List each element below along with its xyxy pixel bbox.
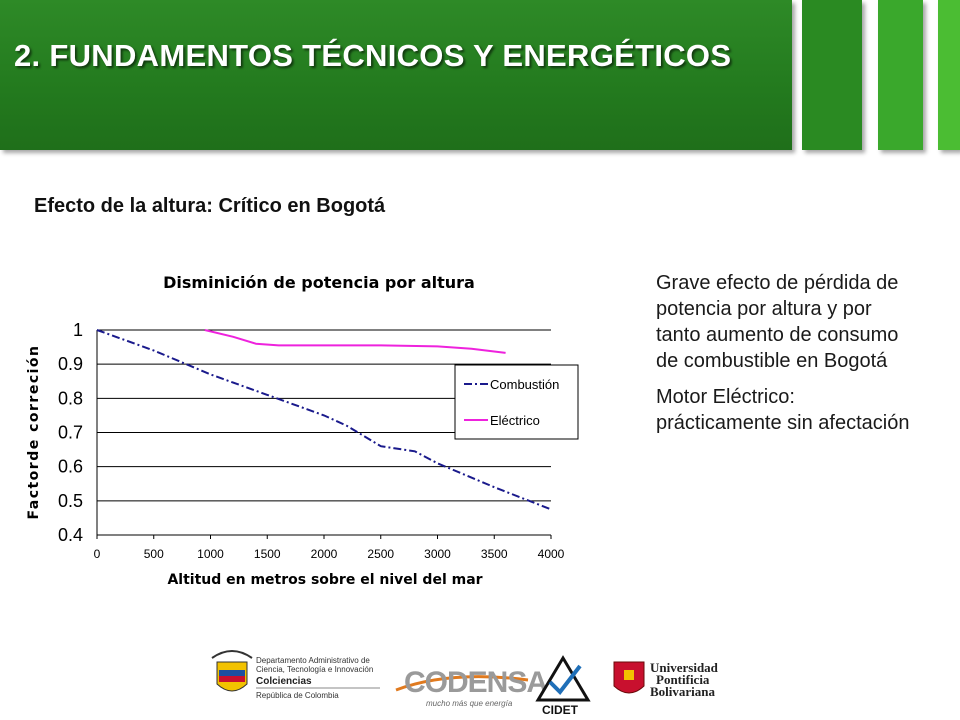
- colciencias-logo: Departamento Administrativo de Ciencia, …: [211, 650, 380, 700]
- upb-line-3: Bolivariana: [650, 684, 716, 699]
- header-stripe-2: [878, 0, 923, 150]
- bullet-list: Grave efecto de pérdida de potencia por …: [656, 270, 918, 446]
- colciencias-line-4: República de Colombia: [256, 691, 339, 700]
- legend-label-combustion: Combustión: [490, 377, 559, 392]
- slide-title: 2. FUNDAMENTOS TÉCNICOS Y ENERGÉTICOS: [14, 38, 732, 73]
- y-tick-label: 0.6: [58, 457, 83, 477]
- cidet-triangle-icon: [535, 655, 591, 702]
- codensa-tagline: mucho más que energía: [426, 699, 513, 708]
- x-tick-label: 4000: [538, 547, 565, 561]
- series-line-electric: [204, 329, 506, 354]
- checkmark-icon: [548, 664, 582, 696]
- colciencias-line-2: Ciencia, Tecnología e Innovación: [256, 665, 373, 674]
- y-tick-label: 0.7: [58, 423, 83, 443]
- header-stripe-1: [802, 0, 862, 150]
- series-line-combustion: [96, 329, 552, 511]
- upb-line-2: Pontificia: [656, 672, 710, 687]
- codensa-wordmark: CODENSA: [404, 666, 547, 699]
- x-tick-label: 2500: [367, 547, 394, 561]
- altitude-chart: Disminición de potencia por altura 0.4 0.…: [26, 273, 579, 588]
- y-tick-label: 0.9: [58, 354, 83, 374]
- legend-label-electric: Eléctrico: [490, 413, 540, 428]
- colciencias-line-3: Colciencias: [256, 676, 312, 687]
- cidet-logo: CIDET: [535, 655, 591, 717]
- y-tick-label: 1: [73, 320, 83, 340]
- chart-title: Disminición de potencia por altura: [163, 273, 475, 292]
- cidet-wordmark: CIDET: [542, 703, 579, 717]
- colciencias-line-1: Departamento Administrativo de: [256, 656, 370, 665]
- y-tick-label: 0.4: [58, 525, 83, 545]
- bullet-2: Motor Eléctrico: prácticamente sin afect…: [656, 386, 910, 434]
- bullet-1: Grave efecto de pérdida de potencia por …: [656, 272, 899, 372]
- legend-box: [454, 364, 579, 440]
- header-bar: [0, 0, 792, 150]
- y-tick-label: 0.8: [58, 388, 83, 408]
- y-axis-label: Factorde correción: [26, 345, 42, 520]
- y-tick-label: 0.5: [58, 491, 83, 511]
- x-tick-label: 2000: [311, 547, 338, 561]
- slide-subtitle: Efecto de la altura: Crítico en Bogotá: [34, 195, 386, 217]
- x-tick-label: 3500: [481, 547, 508, 561]
- codensa-swoosh-icon: [395, 675, 529, 692]
- upb-logo: Universidad Pontificia Bolivariana: [613, 660, 719, 699]
- sponsor-logos: Departamento Administrativo de Ciencia, …: [211, 650, 719, 717]
- x-tick-label: 3000: [424, 547, 451, 561]
- upb-line-1: Universidad: [650, 660, 719, 675]
- x-tick-label: 500: [144, 547, 164, 561]
- x-axis-label: Altitud en metros sobre el nivel del mar: [167, 572, 482, 588]
- x-tick-label: 1000: [197, 547, 224, 561]
- codensa-logo: CODENSA mucho más que energía: [395, 666, 548, 708]
- x-tick-label: 0: [94, 547, 101, 561]
- header-stripe-3: [938, 0, 960, 150]
- x-tick-label: 1500: [254, 547, 281, 561]
